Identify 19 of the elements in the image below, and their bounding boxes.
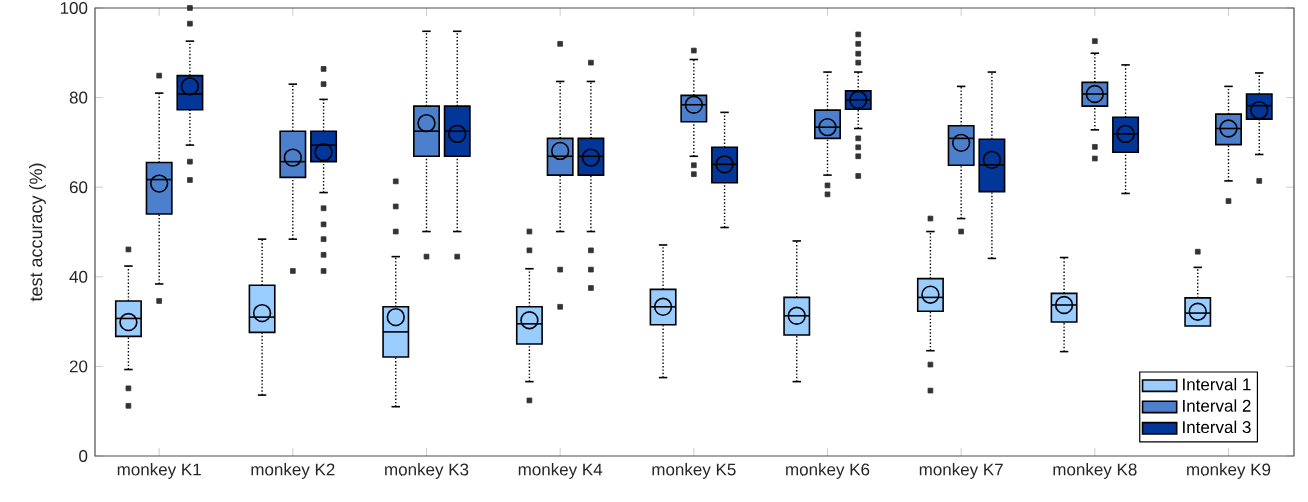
x-tick-label: monkey K6 (786, 463, 870, 479)
x-tick-label: monkey K5 (652, 463, 736, 479)
legend-label: Interval 3 (1183, 420, 1251, 434)
y-tick-label: 80 (69, 91, 88, 104)
y-axis-title: test accuracy (%) (29, 163, 46, 302)
x-tick-label: monkey K4 (518, 463, 603, 479)
y-tick-label: 60 (69, 181, 88, 194)
y-tick-label: 0 (79, 449, 88, 462)
x-tick-label: monkey K8 (1053, 463, 1137, 479)
y-tick-label: 40 (69, 270, 88, 283)
x-tick-label: monkey K9 (1187, 463, 1271, 479)
x-tick-label: monkey K2 (251, 463, 335, 479)
x-tick-label: monkey K3 (385, 463, 469, 479)
legend-label: Interval 2 (1183, 399, 1251, 412)
x-tick-label: monkey K7 (919, 463, 1003, 479)
legend-label: Interval 1 (1183, 377, 1251, 391)
y-tick-label: 20 (69, 360, 88, 373)
x-tick-label: monkey K1 (117, 463, 201, 479)
y-tick-label: 100 (60, 1, 88, 14)
